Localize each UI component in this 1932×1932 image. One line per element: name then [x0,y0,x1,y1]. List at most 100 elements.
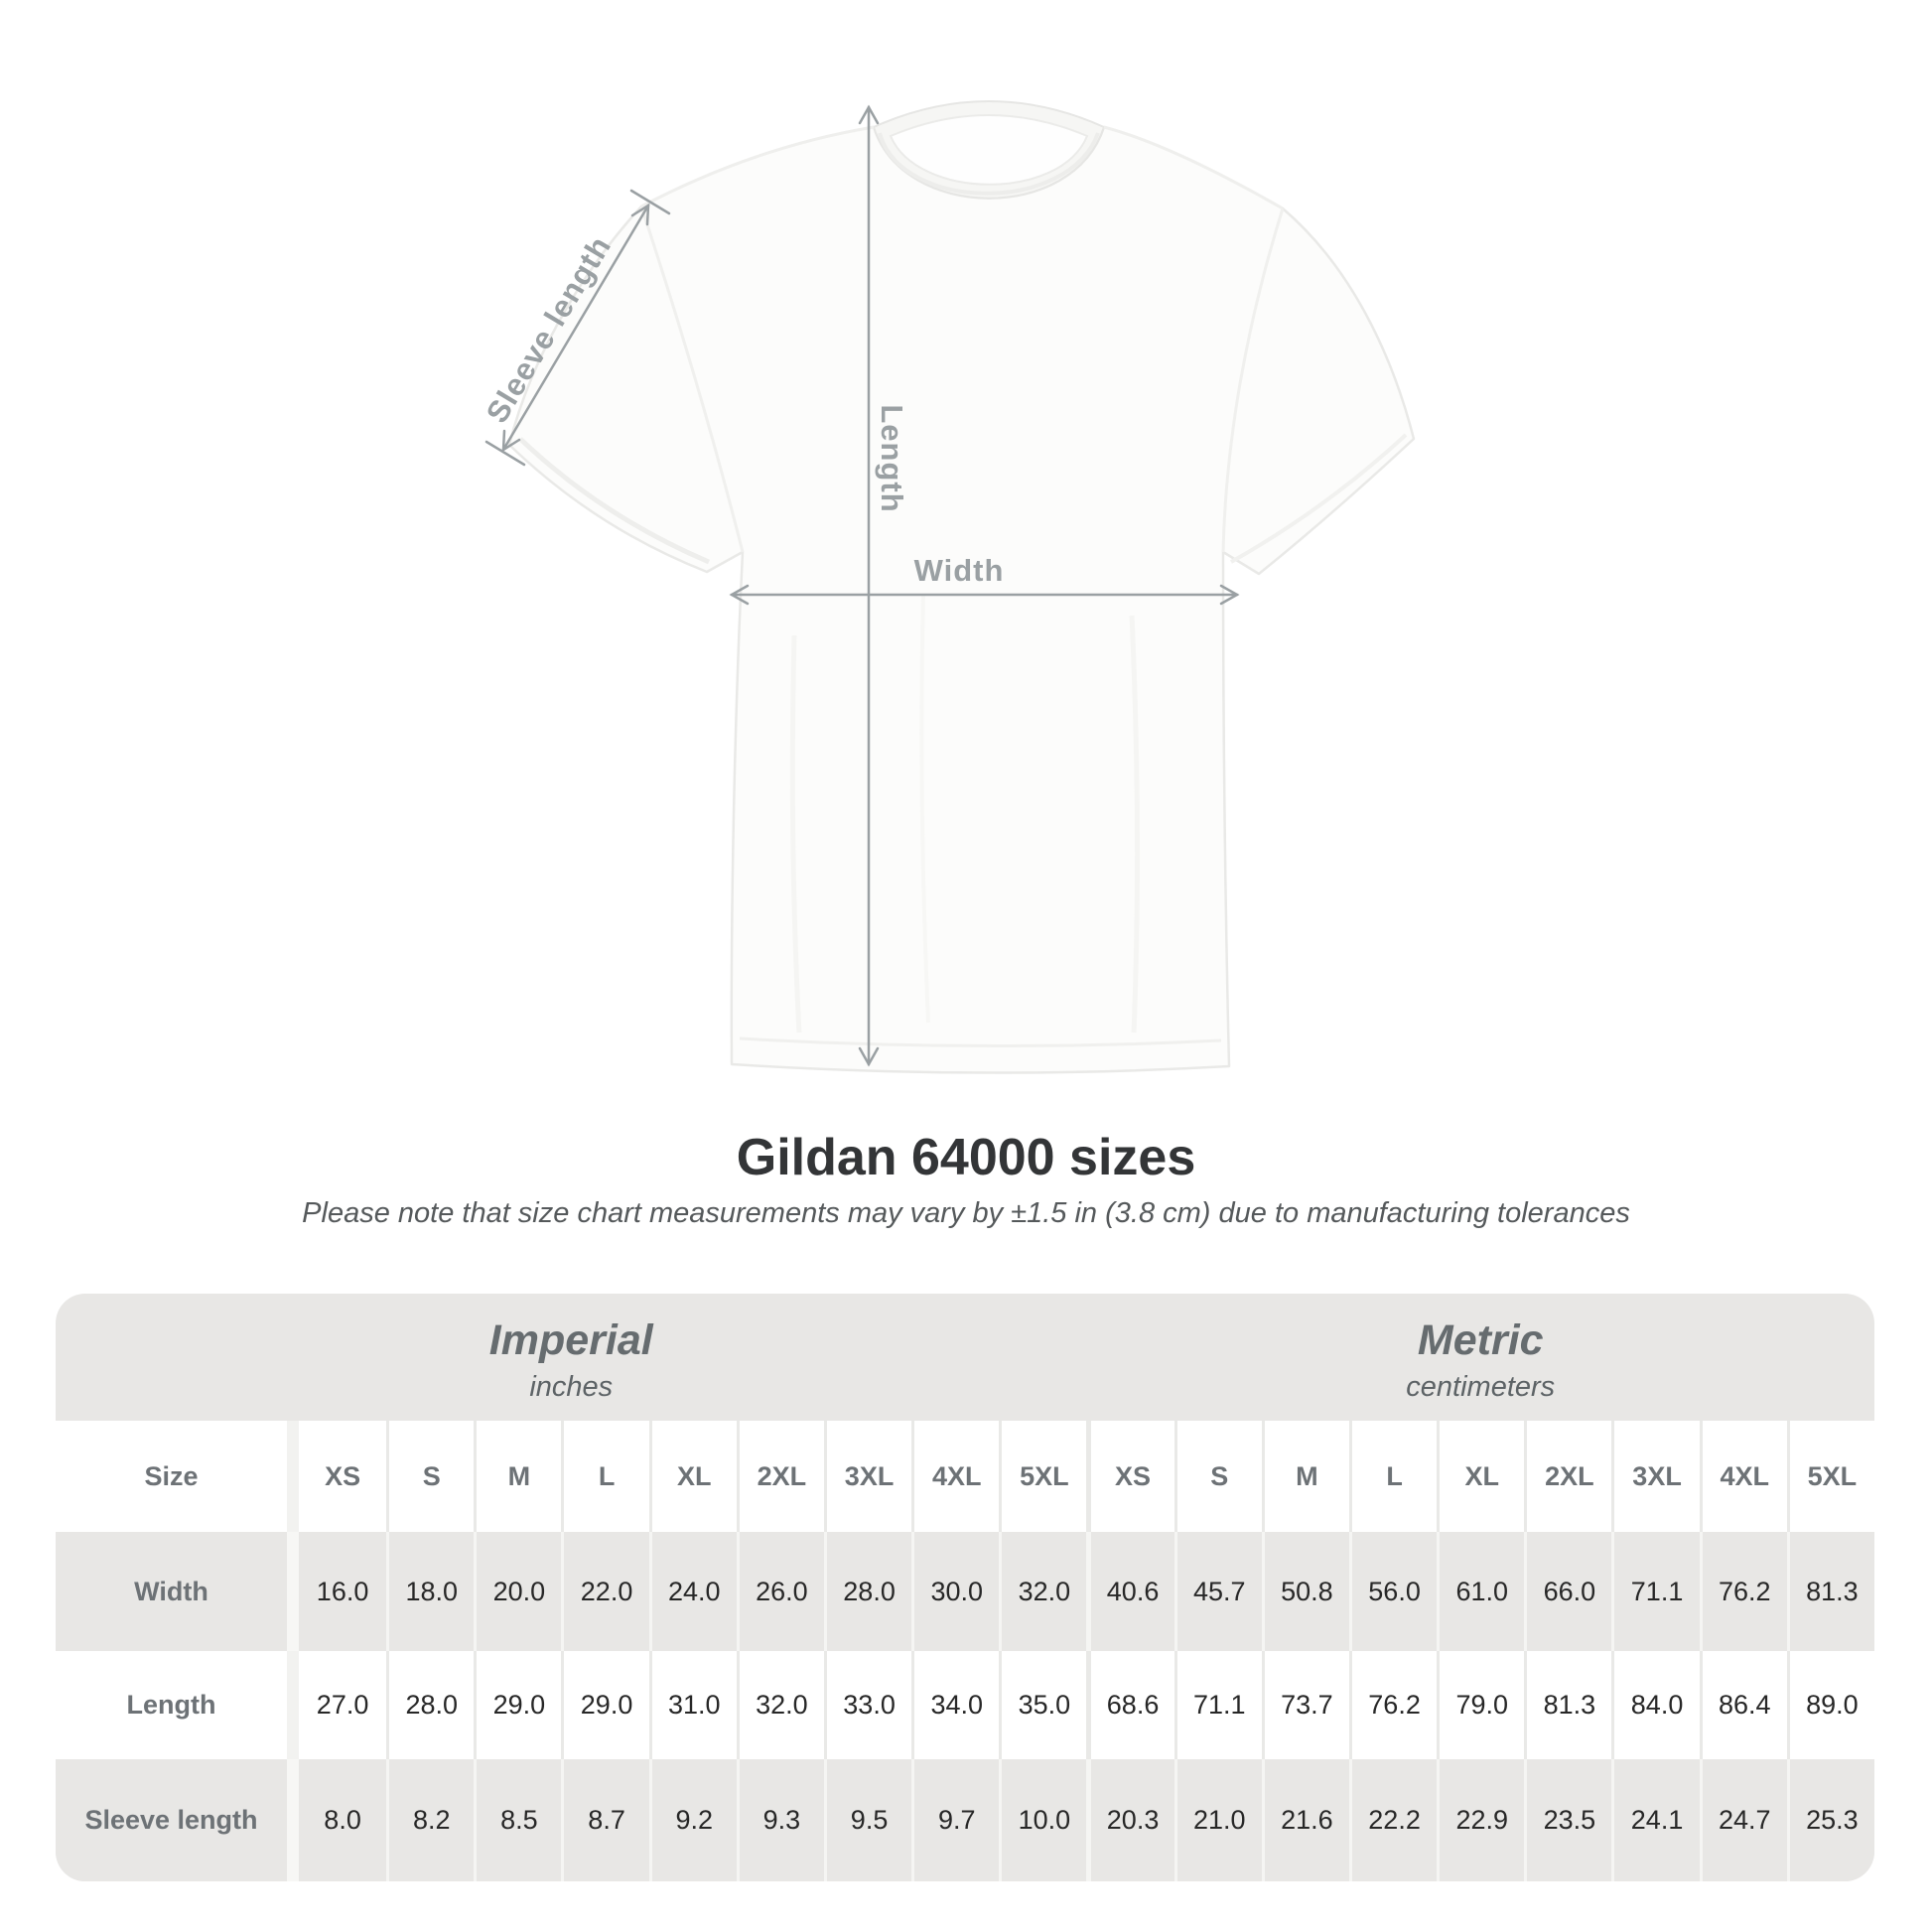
column-group-separator [287,1532,299,1651]
value-cell: 33.0 [823,1651,911,1759]
value-cell: 68.6 [1086,1651,1173,1759]
value-cell: 26.0 [736,1532,824,1651]
size-header-cell: 4XL [1699,1421,1787,1532]
value-cell: 8.5 [474,1759,561,1881]
imperial-sublabel: inches [529,1371,614,1404]
row-label: Length [126,1690,216,1720]
metric-label: Metric [1417,1315,1544,1364]
width-dimension-label: Width [913,553,1005,588]
value-cell: 28.0 [823,1532,911,1651]
size-header-cell: XS [1086,1421,1173,1532]
row-label: Sleeve length [84,1805,258,1835]
metric-sublabel: centimeters [1406,1371,1556,1404]
value-cell: 45.7 [1173,1532,1262,1651]
value-cell: 89.0 [1786,1651,1874,1759]
size-header-cell: S [1173,1421,1262,1532]
value-cell: 9.2 [648,1759,737,1881]
value-cell: 23.5 [1524,1759,1611,1881]
value-cell: 35.0 [999,1651,1086,1759]
value-cell: 76.2 [1699,1532,1787,1651]
value-cell: 22.9 [1437,1759,1524,1881]
size-column-header: Size [144,1460,199,1491]
size-table: Imperial inches Metric centimeters Size X… [56,1294,1874,1881]
value-cell: 24.0 [648,1532,737,1651]
value-cell: 34.0 [911,1651,999,1759]
length-dimension-label: Length [875,404,909,513]
value-cell: 61.0 [1437,1532,1524,1651]
value-cell: 31.0 [648,1651,737,1759]
value-cell: 21.6 [1261,1759,1349,1881]
value-cell: 24.1 [1611,1759,1699,1881]
value-cell: 8.0 [324,1805,361,1835]
size-header-cell: XL [648,1421,737,1532]
value-cell: 27.0 [316,1690,369,1720]
value-cell: 29.0 [561,1651,648,1759]
length-arrow [858,104,880,1067]
value-cell: 66.0 [1524,1532,1611,1651]
size-header-cell: XL [1437,1421,1524,1532]
value-cell: 22.0 [561,1532,648,1651]
value-cell: 32.0 [999,1532,1086,1651]
imperial-unit-header: Imperial inches [56,1294,1087,1421]
value-cell: 79.0 [1437,1651,1524,1759]
sleeve-length-arrow [484,189,671,467]
value-cell: 20.0 [474,1532,561,1651]
size-header-cell: M [1261,1421,1349,1532]
value-cell: 21.0 [1173,1759,1262,1881]
size-header-cell: L [1348,1421,1437,1532]
value-cell: 10.0 [999,1759,1086,1881]
size-header-cell: 2XL [1524,1421,1611,1532]
value-cell: 81.3 [1524,1651,1611,1759]
value-cell: 9.7 [911,1759,999,1881]
table-row: Sleeve length 8.0 8.2 8.5 8.7 9.2 9.3 9.5 9.7 10.… [56,1759,1874,1881]
value-cell: 9.5 [823,1759,911,1881]
size-header-cell: 5XL [1786,1421,1874,1532]
value-cell: 20.3 [1086,1759,1173,1881]
value-cell: 84.0 [1611,1651,1699,1759]
value-cell: 40.6 [1086,1532,1173,1651]
column-group-separator [287,1651,299,1759]
size-header-cell: XS [325,1460,361,1491]
page-title: Gildan 64000 sizes [736,1129,1196,1186]
value-cell: 9.3 [736,1759,824,1881]
value-cell: 8.2 [386,1759,474,1881]
imperial-label: Imperial [488,1315,653,1364]
value-cell: 50.8 [1261,1532,1349,1651]
value-cell: 24.7 [1699,1759,1787,1881]
size-header-cell: 2XL [736,1421,824,1532]
row-label: Width [134,1576,208,1606]
size-header-cell: 5XL [999,1421,1086,1532]
value-cell: 56.0 [1348,1532,1437,1651]
size-header-cell: M [474,1421,561,1532]
table-row: Length 27.0 28.0 29.0 29.0 31.0 32.0 33.0 34.0 35… [56,1651,1874,1759]
size-header-row: Size XS S M L XL 2XL 3XL 4XL 5XL XS S M L XL 2XL 3XL 4XL 5… [56,1421,1874,1532]
value-cell: 18.0 [386,1532,474,1651]
tshirt-photo [507,100,1416,1074]
value-cell: 8.7 [561,1759,648,1881]
size-header-cell: 3XL [1611,1421,1699,1532]
column-group-separator [287,1759,299,1881]
value-cell: 81.3 [1786,1532,1874,1651]
size-header-cell: 3XL [823,1421,911,1532]
value-cell: 32.0 [736,1651,824,1759]
column-group-separator [287,1421,299,1532]
value-cell: 76.2 [1348,1651,1437,1759]
value-cell: 86.4 [1699,1651,1787,1759]
value-cell: 73.7 [1261,1651,1349,1759]
value-cell: 71.1 [1611,1532,1699,1651]
size-header-cell: L [561,1421,648,1532]
width-arrow [729,584,1240,606]
value-cell: 16.0 [316,1576,369,1606]
size-header-cell: S [386,1421,474,1532]
unit-header-row: Imperial inches Metric centimeters [56,1294,1874,1421]
metric-unit-header: Metric centimeters [1087,1294,1875,1421]
value-cell: 30.0 [911,1532,999,1651]
value-cell: 71.1 [1173,1651,1262,1759]
tolerance-note: Please note that size chart measurements… [302,1197,1630,1229]
table-row: Width 16.0 18.0 20.0 22.0 24.0 26.0 28.0 30.0 32.… [56,1532,1874,1651]
value-cell: 25.3 [1786,1759,1874,1881]
value-cell: 28.0 [386,1651,474,1759]
value-cell: 29.0 [474,1651,561,1759]
size-header-cell: 4XL [911,1421,999,1532]
